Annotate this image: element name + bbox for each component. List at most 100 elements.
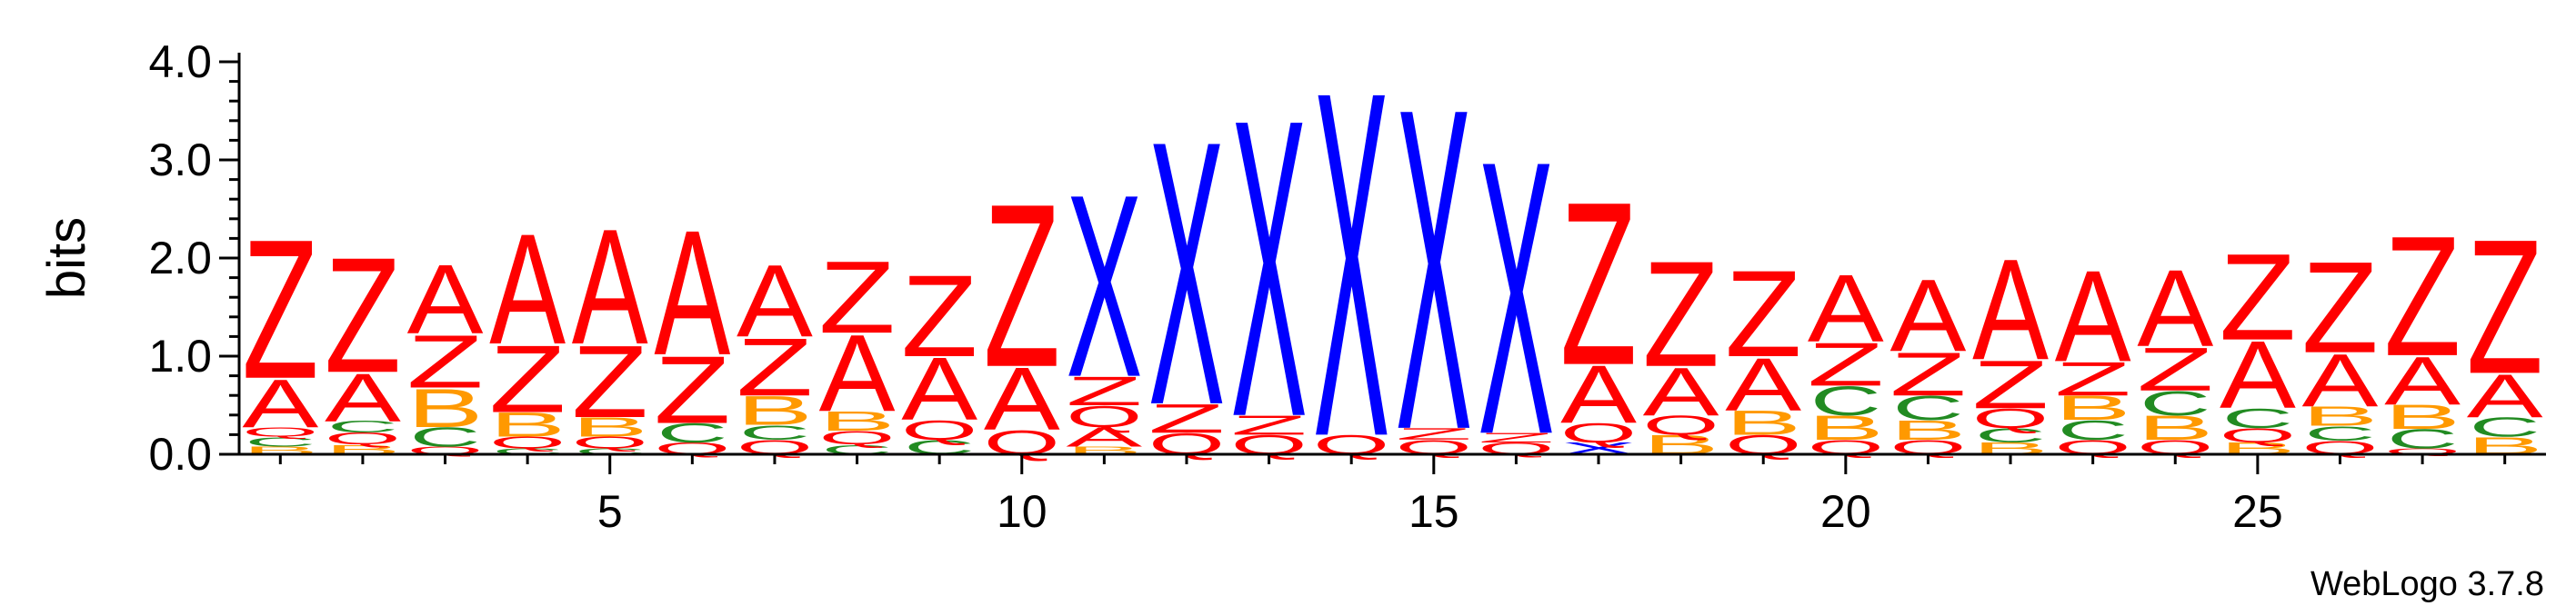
logo-letter-q: Q — [572, 433, 648, 452]
logo-letter-z: Z — [1148, 395, 1225, 442]
logo-letter-z: Z — [1642, 231, 1719, 399]
logo-letter-z: Z — [1972, 346, 2049, 423]
logo-letter-b: B — [1725, 403, 1801, 442]
logo-letter-c: C — [1810, 378, 1881, 424]
logo-letter-q: Q — [1972, 402, 2049, 433]
logo-letter-a: A — [984, 349, 1060, 449]
logo-letter-c: C — [2470, 412, 2541, 442]
logo-letter-z: Z — [2220, 229, 2296, 367]
logo-letter-b: B — [1890, 415, 1967, 446]
x-tick-label: 5 — [597, 486, 623, 537]
logo-letter-q: Q — [2220, 423, 2296, 447]
logo-letter-z: Z — [984, 155, 1060, 415]
logo-letter-c: C — [575, 447, 646, 456]
logo-letter-q: Q — [1066, 400, 1142, 433]
logo-letter-z: Z — [818, 240, 895, 354]
x-axis-ticks: 5 10 15 20 25 — [278, 454, 2507, 537]
logo-letter-z: Z — [1808, 330, 1884, 399]
logo-letter-c: C — [327, 418, 398, 436]
logo-letter-a: A — [1066, 422, 1142, 452]
logo-letter-z: Z — [406, 320, 483, 403]
y-axis-ticks: 0.0 1.0 2.0 3.0 4.0 — [148, 36, 239, 480]
logo-letter-c: C — [657, 418, 727, 449]
logo-letter-c: C — [492, 447, 563, 456]
logo-letter-a: A — [2055, 243, 2131, 389]
y-tick-label: 4.0 — [148, 36, 212, 87]
logo-letter-a: A — [242, 364, 318, 441]
logo-letter-q: Q — [1643, 410, 1719, 441]
logo-letter-b: B — [572, 412, 648, 443]
logo-letter-a: A — [1643, 353, 1719, 429]
logo-letter-a: A — [1808, 254, 1884, 362]
x-tick-label: 15 — [1408, 486, 1459, 537]
y-tick-label: 2.0 — [148, 233, 212, 283]
logo-letter-z: Z — [1478, 430, 1554, 445]
weblogo-credit: WebLogo 3.7.8 — [2310, 565, 2544, 603]
x-tick-label: 20 — [1820, 486, 1871, 537]
logo-letter-a: A — [737, 244, 813, 359]
logo-letter-a: A — [2302, 338, 2379, 422]
logo-letter-a: A — [572, 195, 648, 379]
logo-letter-z: Z — [242, 197, 318, 420]
logo-letter-z: Z — [2054, 353, 2130, 406]
logo-letter-a: A — [325, 359, 401, 435]
logo-letter-b: B — [407, 377, 484, 438]
logo-letter-z: Z — [901, 252, 977, 382]
logo-letter-z: Z — [489, 326, 566, 433]
logo-letter-b: B — [737, 388, 813, 434]
logo-letter-q: Q — [325, 430, 401, 448]
logo-letter-z: Z — [1725, 245, 1801, 383]
logo-letter-q: Q — [242, 424, 318, 440]
logo-letter-a: A — [819, 313, 896, 435]
logo-letter-z: Z — [2384, 201, 2461, 392]
logo-letter-b: B — [2384, 398, 2461, 436]
logo-letter-b: B — [2137, 409, 2213, 447]
logo-letter-z: Z — [325, 224, 401, 407]
logo-letter-b: B — [819, 406, 896, 437]
logo-letter-a: A — [1890, 259, 1967, 373]
logo-letter-z: Z — [2137, 335, 2213, 404]
logo-letter-c: C — [245, 434, 316, 450]
logo-letter-x: X — [1478, 80, 1554, 516]
logo-letter-z: Z — [654, 337, 730, 444]
logo-letter-x: X — [1148, 63, 1225, 483]
logo-letter-x: X — [1066, 141, 1142, 432]
x-tick-label: 25 — [2232, 486, 2283, 537]
logo-letter-z: Z — [572, 324, 648, 439]
logo-letter-z: Z — [1066, 368, 1142, 414]
logo-letter-c: C — [739, 421, 810, 444]
logo-letter-c: C — [2304, 422, 2375, 445]
logo-letter-c: C — [1975, 423, 2046, 447]
logo-letter-a: A — [1725, 343, 1801, 427]
logo-letter-z: Z — [2301, 234, 2378, 380]
logo-letter-a: A — [489, 202, 566, 377]
logo-letter-c: C — [2387, 423, 2458, 454]
logo-letter-a: A — [2220, 322, 2296, 429]
logo-letter-q: Q — [901, 414, 977, 445]
logo-letter-z: Z — [737, 321, 813, 413]
logo-letter-a: A — [2137, 248, 2213, 371]
logo-letter-z: Z — [2467, 199, 2543, 414]
logo-letter-c: C — [2140, 384, 2210, 422]
logo-letter-b: B — [1808, 409, 1884, 447]
logo-letter-b: B — [489, 405, 566, 443]
logo-letter-q: Q — [2384, 447, 2461, 456]
logo-letter-a: A — [1972, 230, 2049, 390]
y-axis-title: bits — [37, 217, 96, 299]
logo-letter-a: A — [1560, 349, 1637, 441]
y-tick-label: 0.0 — [148, 429, 212, 480]
logo-letter-q: Q — [819, 427, 896, 448]
logo-letter-a: A — [654, 193, 730, 392]
logo-letter-a: A — [901, 340, 977, 440]
logo-letter-a: A — [407, 244, 485, 354]
logo-letter-z: Z — [1560, 154, 1637, 413]
logo-letter-x: X — [1313, 0, 1389, 540]
logo-letter-q: Q — [1560, 418, 1637, 449]
logo-letter-q: Q — [489, 433, 566, 452]
logo-letter-a: A — [2384, 343, 2461, 419]
x-tick-label: 10 — [997, 486, 1047, 537]
y-tick-label: 3.0 — [148, 134, 212, 185]
logo-letter-c: C — [2058, 414, 2129, 445]
y-tick-label: 1.0 — [148, 331, 212, 382]
